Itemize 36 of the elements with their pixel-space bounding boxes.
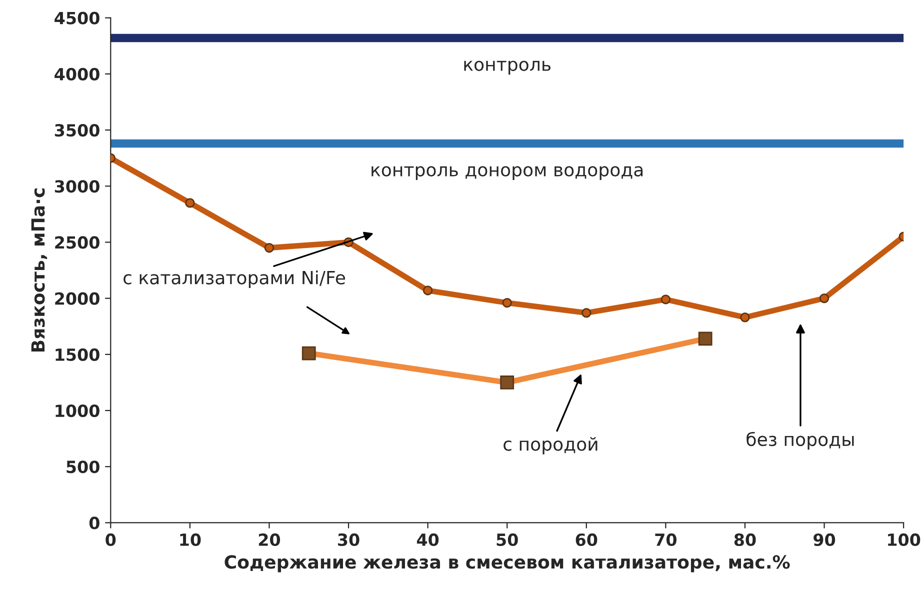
y-tick-label: 0 — [89, 516, 100, 530]
ref-line-label: контроль донором водорода — [372, 166, 643, 180]
annotation: с катализаторами Ni/Fe — [124, 270, 346, 288]
x-tick-label: 40 — [416, 533, 439, 546]
point — [264, 242, 274, 253]
x-tick-label: 20 — [258, 533, 280, 546]
x-tick-label: 90 — [814, 533, 836, 546]
point — [582, 308, 592, 318]
point — [740, 312, 750, 322]
x-tick-label: 80 — [734, 533, 756, 546]
y-tick-label: 4500 — [54, 12, 100, 24]
y-tick-label: 1000 — [56, 404, 100, 418]
text: с породой — [504, 436, 598, 454]
point — [185, 198, 195, 208]
x-axis-title: Содержание железа в смесевом катализаторе, мас.% — [224, 555, 790, 572]
x-tick-label: 60 — [576, 533, 598, 546]
x-tick-label: 70 — [655, 533, 676, 546]
x-tick-label: 50 — [496, 533, 518, 546]
text: без породы — [746, 432, 854, 450]
point — [819, 293, 830, 304]
y-tick-label: 3500 — [54, 124, 100, 137]
y-tick-label: 4000 — [54, 68, 100, 80]
y-tick-label: 2000 — [55, 292, 100, 305]
x-tick-label: 0 — [106, 533, 116, 546]
point — [422, 286, 433, 296]
ref-line-label: контроль — [464, 60, 551, 75]
x-tick-label: 100 — [888, 533, 920, 546]
y-tick-label: 1500 — [56, 348, 100, 361]
point — [502, 298, 512, 308]
y-axis-title: Вязкость, мПа·с — [31, 188, 48, 352]
point — [660, 294, 671, 304]
y-tick-label: 500 — [66, 460, 100, 474]
y-tick-label: 3000 — [54, 180, 100, 193]
x-tick-label: 30 — [338, 533, 360, 546]
x-tick-label: 10 — [180, 533, 201, 546]
y-tick-label: 2500 — [55, 236, 100, 249]
